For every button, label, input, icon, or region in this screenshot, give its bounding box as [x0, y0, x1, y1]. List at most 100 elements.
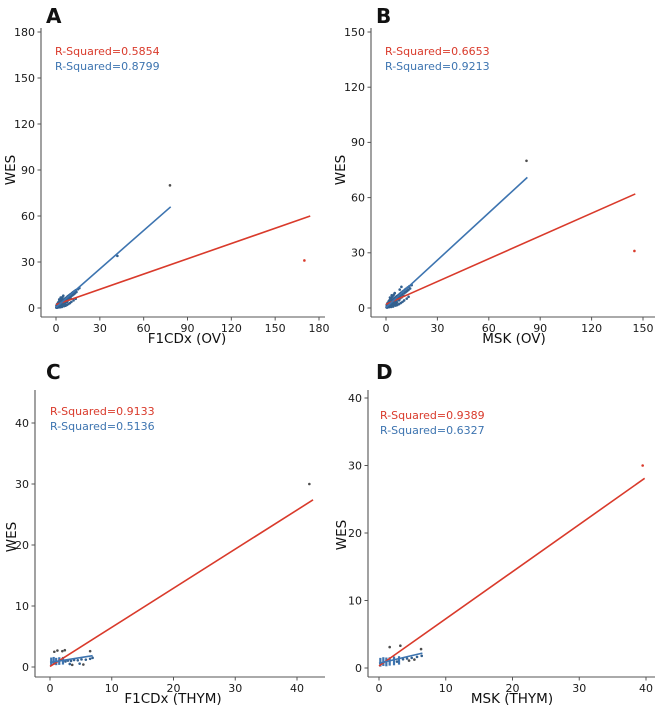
- scatter-point-blue: [64, 302, 67, 305]
- panel-A-letter: A: [46, 4, 62, 28]
- x-tick-label: 30: [228, 682, 242, 695]
- scatter-point-blue: [59, 296, 62, 299]
- panel-C-ylabel: WES: [4, 521, 20, 553]
- y-tick-label: 90: [21, 164, 35, 177]
- blue-regression: [378, 652, 423, 665]
- scatter-point-blue: [62, 294, 65, 298]
- scatter-point-dark: [413, 658, 416, 661]
- panel-B-letter: B: [376, 4, 392, 28]
- scatter-point-dark: [419, 647, 423, 651]
- y-tick-label: 0: [358, 302, 365, 315]
- scatter-point-dark: [407, 659, 411, 662]
- panel-C-xlabel: F1CDx (THYM): [124, 691, 222, 707]
- y-tick-label: 40: [348, 392, 362, 405]
- x-tick-label: 90: [181, 322, 195, 335]
- y-tick-label: 90: [351, 136, 365, 149]
- panel-D-rsquared-blue: R-Squared=0.6327: [380, 424, 485, 437]
- y-tick-label: 40: [15, 417, 29, 430]
- scatter-point-blue: [400, 285, 403, 289]
- panel-C-rsquared-red: R-Squared=0.9133: [50, 405, 155, 418]
- panel-B-rsquared-red: R-Squared=0.6653: [385, 45, 490, 58]
- scatter-point-dark: [70, 663, 74, 667]
- x-tick-label: 120: [581, 322, 602, 335]
- x-tick-label: 120: [221, 322, 242, 335]
- scatter-point-dark: [399, 644, 402, 648]
- x-tick-label: 60: [482, 322, 496, 335]
- scatter-point-dark: [63, 648, 67, 652]
- scatter-point-blue: [80, 658, 83, 661]
- scatter-point-red: [303, 259, 306, 262]
- x-tick-label: 0: [376, 682, 383, 695]
- panel-D: 0 10 20 30 40 0 10 20 30 40 D R-Squared=0.9389 R-…: [330, 355, 660, 714]
- scatter-point-blue: [402, 299, 406, 302]
- red-regression: [385, 193, 636, 306]
- panel-D-xlabel: MSK (THYM): [470, 691, 554, 707]
- panel-B: 0 30 60 90 120 150 0 30 60 90 120 150 B R-Squared=0…: [330, 0, 660, 355]
- x-tick-label: 30: [572, 682, 586, 695]
- red-regression: [378, 477, 646, 667]
- panel-B-plot: 0 30 60 90 120 150 0 30 60 90 120 150: [344, 26, 655, 335]
- panel-D-letter: D: [376, 360, 393, 384]
- x-tick-label: 0: [47, 682, 54, 695]
- scatter-point-blue: [408, 287, 412, 290]
- scatter-point-dark: [56, 649, 59, 652]
- panel-A-plot: 0 30 60 90 120 150 180 0 30 60 90 120 150 180: [14, 26, 330, 335]
- red-regression: [55, 215, 311, 306]
- x-tick-label: 40: [290, 682, 304, 695]
- panel-C-letter: C: [46, 360, 61, 384]
- panel-D-plot: 0 10 20 30 40 0 10 20 30 40: [348, 390, 655, 695]
- scatter-point-red: [641, 464, 644, 467]
- scatter-point-blue: [407, 288, 410, 292]
- scatter-point-dark: [168, 184, 172, 187]
- scatter-point-blue: [407, 295, 410, 299]
- scatter-point-blue: [75, 290, 78, 294]
- y-tick-label: 150: [14, 72, 35, 85]
- scatter-point-dark: [388, 645, 391, 649]
- y-tick-label: 150: [344, 26, 365, 39]
- panel-A-ylabel: WES: [3, 154, 19, 186]
- scatter-point-dark: [308, 482, 311, 486]
- red-regression: [49, 499, 314, 668]
- scatter-point-blue: [395, 300, 399, 304]
- y-tick-label: 30: [348, 459, 362, 472]
- scatter-point-blue: [405, 297, 409, 300]
- x-tick-label: 30: [430, 322, 444, 335]
- panel-B-xlabel: MSK (OV): [482, 331, 546, 347]
- x-tick-label: 150: [265, 322, 286, 335]
- y-tick-label: 30: [21, 256, 35, 269]
- blue-regression: [55, 206, 172, 308]
- scatter-point-blue: [88, 657, 92, 661]
- scatter-point-blue: [398, 288, 402, 291]
- y-tick-label: 10: [15, 600, 29, 613]
- y-tick-label: 10: [348, 594, 362, 607]
- panel-A-rsquared-blue: R-Squared=0.8799: [55, 60, 160, 73]
- y-tick-label: 20: [15, 539, 29, 552]
- y-tick-label: 30: [351, 247, 365, 260]
- scatter-point-blue: [57, 298, 61, 301]
- y-tick-label: 20: [348, 527, 362, 540]
- scatter-point-dark: [82, 663, 85, 666]
- x-tick-label: 0: [383, 322, 390, 335]
- y-tick-label: 0: [28, 302, 35, 315]
- scatter-point-blue: [420, 654, 424, 658]
- panel-B-rsquared-blue: R-Squared=0.9213: [385, 60, 490, 73]
- y-tick-label: 120: [14, 118, 35, 131]
- x-tick-label: 10: [105, 682, 119, 695]
- panel-C: 0 10 20 30 40 0 10 20 30 40 C R-Squared=0.9133 R-…: [0, 355, 330, 714]
- x-tick-label: 30: [93, 322, 107, 335]
- y-tick-label: 60: [21, 210, 35, 223]
- scatter-point-blue: [91, 656, 94, 660]
- scatter-point-blue: [68, 662, 72, 666]
- scatter-point-blue: [410, 656, 414, 660]
- scatter-point-blue: [116, 254, 119, 258]
- y-tick-label: 30: [15, 478, 29, 491]
- scatter-point-blue: [388, 296, 392, 299]
- y-tick-label: 180: [14, 26, 35, 39]
- y-tick-label: 60: [351, 191, 365, 204]
- panel-A: 0 30 60 90 120 150 180 0 30 60 90 120 150 180 A R-Squ…: [0, 0, 330, 355]
- scatter-point-blue: [393, 291, 397, 295]
- scatter-point-blue: [415, 655, 419, 659]
- scatter-point-dark: [525, 159, 528, 163]
- scatter-point-dark: [53, 650, 56, 654]
